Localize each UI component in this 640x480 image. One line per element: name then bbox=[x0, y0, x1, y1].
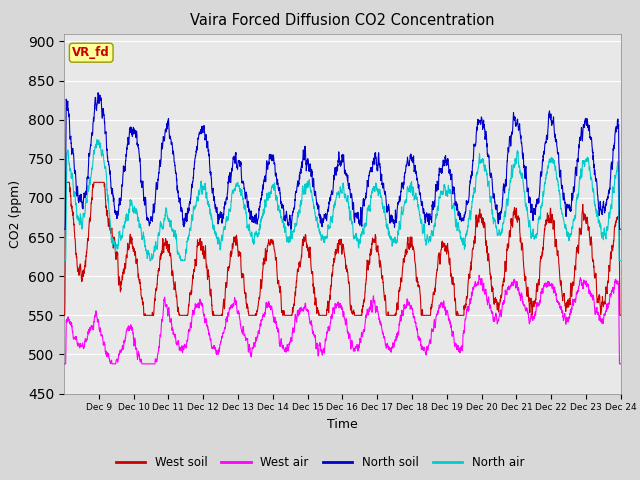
Y-axis label: CO2 (ppm): CO2 (ppm) bbox=[10, 180, 22, 248]
X-axis label: Time: Time bbox=[327, 418, 358, 431]
Legend: West soil, West air, North soil, North air: West soil, West air, North soil, North a… bbox=[111, 452, 529, 474]
Text: VR_fd: VR_fd bbox=[72, 46, 110, 59]
Title: Vaira Forced Diffusion CO2 Concentration: Vaira Forced Diffusion CO2 Concentration bbox=[190, 13, 495, 28]
